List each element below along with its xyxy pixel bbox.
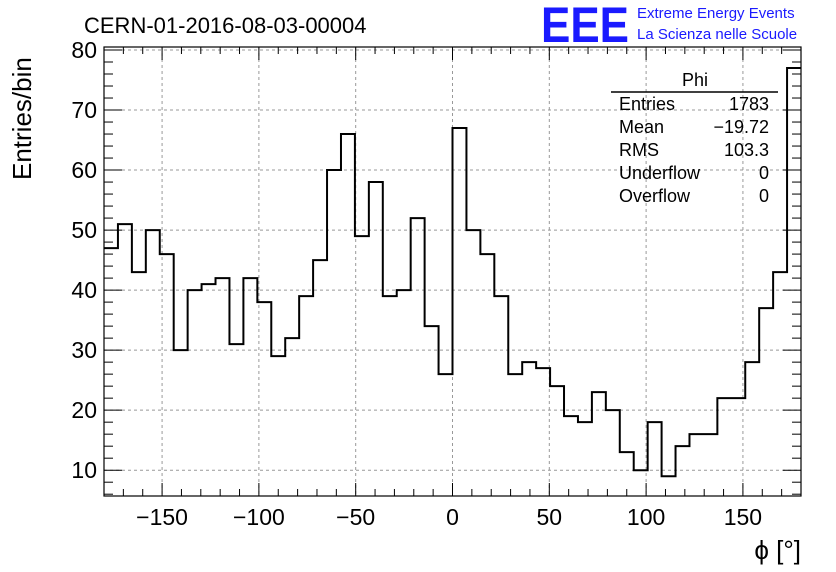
y-tick-label: 20	[71, 397, 97, 423]
x-tick-label: 100	[627, 504, 665, 530]
x-tick-labels: −150 −100 −50 0 50 100 150	[136, 504, 762, 530]
chart-title: CERN-01-2016-08-03-00004	[84, 13, 367, 38]
stats-label: Overflow	[619, 186, 691, 206]
stats-value: 1783	[729, 94, 769, 114]
x-axis-title: ϕ [°]	[754, 535, 801, 565]
x-tick-label: −150	[136, 504, 188, 530]
x-tick-label: −100	[233, 504, 285, 530]
stats-value: 103.3	[724, 140, 769, 160]
stats-label: Entries	[619, 94, 675, 114]
x-tick-label: 150	[724, 504, 762, 530]
x-tick-label: 50	[537, 504, 563, 530]
y-tick-label: 80	[71, 37, 97, 63]
y-tick-label: 60	[71, 157, 97, 183]
y-tick-label: 70	[71, 97, 97, 123]
brand-line-1: Extreme Energy Events	[637, 5, 795, 22]
eee-logo: EEE Extreme Energy Events La Scienza nel…	[541, 0, 797, 53]
y-tick-label: 10	[71, 457, 97, 483]
axis-ticks	[103, 47, 802, 496]
stats-value: −19.72	[713, 117, 769, 137]
y-tick-labels: 10 20 30 40 50 60 70 80	[71, 37, 97, 483]
stats-box-name: Phi	[682, 70, 708, 90]
x-tick-label: 0	[446, 504, 459, 530]
stats-value: 0	[759, 186, 769, 206]
stats-box: Phi Entries 1783 Mean −19.72 RMS 103.3 Underfl…	[611, 70, 778, 206]
histogram-outline	[104, 67, 801, 478]
y-tick-label: 30	[71, 337, 97, 363]
y-tick-label: 40	[71, 277, 97, 303]
stats-label: Mean	[619, 117, 664, 137]
brand-line-2: La Scienza nelle Scuole	[637, 26, 797, 43]
stats-value: 0	[759, 163, 769, 183]
y-tick-label: 50	[71, 217, 97, 243]
x-tick-label: −50	[336, 504, 375, 530]
y-axis-title: Entries/bin	[7, 57, 37, 180]
stats-rows: Entries 1783 Mean −19.72 RMS 103.3 Underflow 0 O…	[619, 94, 769, 206]
eee-logo-mark: EEE	[541, 0, 629, 53]
stats-label: Underflow	[619, 163, 701, 183]
stats-label: RMS	[619, 140, 659, 160]
